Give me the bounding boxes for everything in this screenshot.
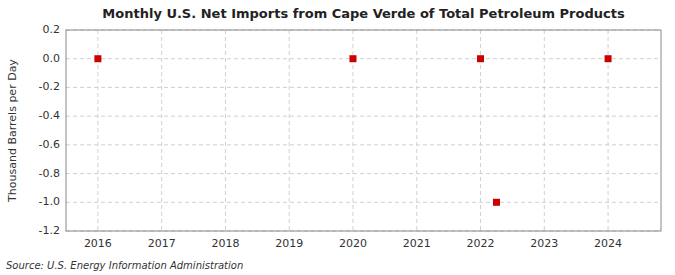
y-tick-label: -0.6 (39, 138, 60, 151)
x-grid-line (161, 30, 162, 231)
point (477, 55, 484, 62)
y-axis-label: Thousand Barrels per Day (6, 59, 19, 203)
x-tick-label: 2019 (275, 237, 303, 250)
y-tick-label: -1.2 (39, 224, 60, 237)
points (94, 55, 611, 206)
point (94, 55, 101, 62)
y-grid-line (66, 144, 661, 145)
point (493, 199, 500, 206)
x-grid-line (289, 30, 290, 231)
x-grid-line (544, 30, 545, 231)
y-tick-label: -0.2 (39, 80, 60, 93)
x-grid-line (416, 30, 417, 231)
y-tick-label: 0.2 (43, 23, 61, 36)
y-tick-label: -1.0 (39, 195, 60, 208)
x-grid-line (225, 30, 226, 231)
y-tick-label: 0.0 (43, 52, 61, 65)
x-tick-label: 2021 (403, 237, 431, 250)
x-tick-label: 2022 (467, 237, 495, 250)
y-grid-line (66, 116, 661, 117)
y-grid-line (66, 173, 661, 174)
grid (66, 30, 661, 231)
y-grid-line (66, 202, 661, 203)
x-tick-label: 2020 (339, 237, 367, 250)
x-tick-label: 2016 (84, 237, 112, 250)
point (605, 55, 612, 62)
y-tick-label: -0.8 (39, 167, 60, 180)
plot-frame (66, 30, 661, 231)
x-tick-label: 2023 (530, 237, 558, 250)
y-grid-line (66, 87, 661, 88)
chart: 0.2 0.0 -0.2 -0.4 -0.6 -0.8 -1.0 -1.2 2016 2017 20… (0, 0, 675, 275)
y-grid-line (66, 58, 661, 59)
x-tick-label: 2018 (211, 237, 239, 250)
y-tick-label: -0.4 (39, 109, 60, 122)
x-tick-label: 2024 (594, 237, 622, 250)
chart-container: 0.2 0.0 -0.2 -0.4 -0.6 -0.8 -1.0 -1.2 2016 2017 20… (0, 0, 675, 275)
axes: 0.2 0.0 -0.2 -0.4 -0.6 -0.8 -1.0 -1.2 2016 2017 20… (39, 23, 623, 250)
point (349, 55, 356, 62)
x-tick-label: 2017 (148, 237, 176, 250)
title: Monthly U.S. Net Imports from Cape Verde… (102, 6, 625, 21)
source-note: Source: U.S. Energy Information Administ… (6, 260, 243, 271)
